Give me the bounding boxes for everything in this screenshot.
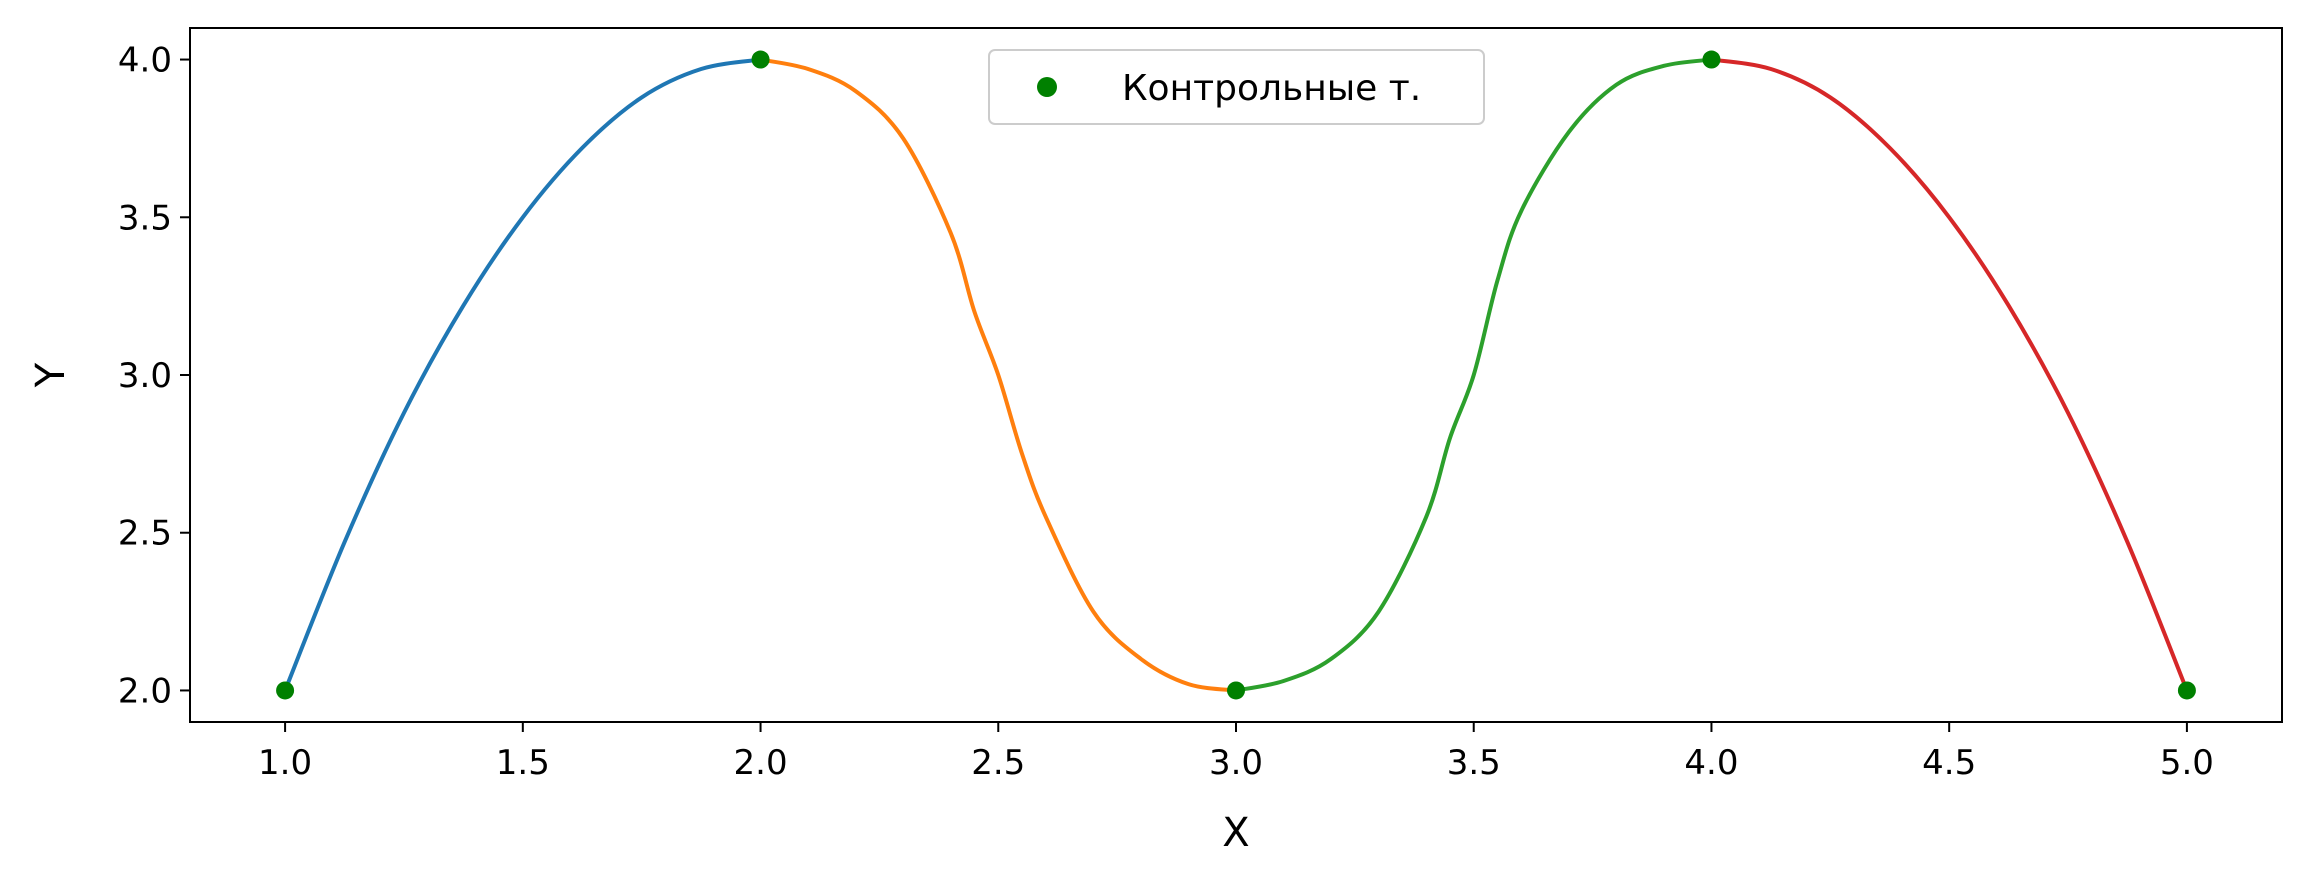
curve-segment-4 [1711,57,2189,692]
y-tick-label: 4.0 [118,41,172,81]
y-tick-label: 3.5 [118,198,172,238]
x-axis-label: X [1222,810,1249,856]
control-point [276,681,295,700]
control-points [276,50,2196,700]
legend-label: Контрольные т. [1122,68,1421,109]
y-tick-label: 3.0 [118,356,172,396]
legend-marker [1037,77,1057,97]
control-point [1702,50,1721,69]
legend: Контрольные т. [988,49,1485,125]
x-tick-label: 3.5 [1447,743,1501,783]
x-tick-label: 5.0 [2160,743,2214,783]
y-tick-label: 2.5 [118,514,172,554]
x-tick-label: 2.5 [971,743,1025,783]
x-tick-label: 3.0 [1209,743,1263,783]
curve-segment-2 [760,57,1237,693]
x-tick-label: 4.0 [1684,743,1738,783]
control-point [1227,681,1245,700]
x-axis-ticks: 1.0 1.5 2.0 2.5 3.0 3.5 4.0 4.5 5.0 [258,722,2214,783]
curve-segment-3 [1235,57,1712,693]
control-point [2177,681,2196,700]
y-tick-label: 2.0 [118,671,172,711]
x-tick-label: 4.5 [1922,743,1976,783]
y-axis-label: Y [28,362,74,388]
curve-segment-1 [283,57,761,692]
x-tick-label: 1.0 [258,743,312,783]
y-axis-ticks: 2.0 2.5 3.0 3.5 4.0 [118,41,190,711]
legend-box [988,49,1485,125]
control-point [751,50,770,69]
x-tick-label: 1.5 [496,743,550,783]
x-tick-label: 2.0 [734,743,788,783]
curve-segments [283,57,2189,693]
